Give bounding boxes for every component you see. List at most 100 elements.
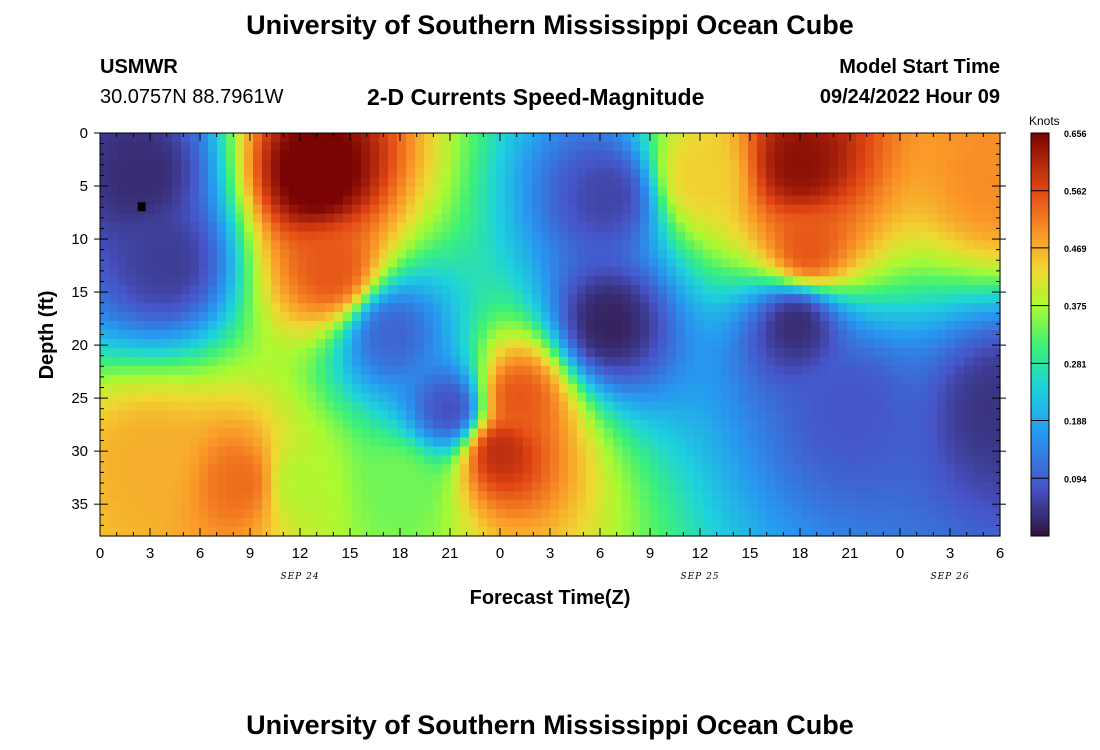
heatmap-cell: [388, 267, 398, 277]
heatmap-cell: [433, 374, 443, 385]
heatmap-cell: [766, 177, 776, 188]
heatmap-cell: [253, 222, 263, 233]
heatmap-cell: [955, 168, 965, 179]
heatmap-cell: [316, 231, 326, 242]
heatmap-cell: [937, 383, 947, 394]
heatmap-cell: [433, 365, 443, 376]
heatmap-cell: [613, 321, 623, 331]
heatmap-cell: [253, 365, 263, 376]
heatmap-cell: [100, 213, 110, 224]
heatmap-cell: [676, 356, 686, 367]
heatmap-cell: [370, 321, 380, 331]
heatmap-cell: [208, 303, 218, 313]
heatmap-cell: [901, 365, 911, 376]
heatmap-cell: [865, 159, 875, 170]
heatmap-cell: [793, 312, 803, 322]
heatmap-cell: [469, 168, 479, 179]
heatmap-cell: [883, 383, 893, 394]
heatmap-cell: [649, 383, 659, 394]
heatmap-cell: [910, 437, 920, 448]
heatmap-cell: [667, 518, 677, 528]
heatmap-cell: [829, 141, 839, 152]
heatmap-cell: [334, 222, 344, 233]
heatmap-cell: [604, 195, 614, 206]
heatmap-cell: [802, 365, 812, 376]
heatmap-cell: [649, 527, 659, 537]
x-tick-label: 9: [246, 545, 254, 562]
heatmap-cell: [964, 249, 974, 259]
heatmap-cell: [505, 249, 515, 259]
heatmap-cell: [955, 303, 965, 313]
heatmap-cell: [316, 330, 326, 340]
heatmap-cell: [127, 330, 137, 340]
heatmap-cell: [784, 133, 794, 143]
heatmap-cell: [118, 150, 128, 161]
heatmap-cell: [991, 213, 1001, 224]
heatmap-cell: [856, 177, 866, 188]
heatmap-cell: [424, 321, 434, 331]
heatmap-cell: [226, 222, 236, 233]
heatmap-cell: [343, 464, 353, 474]
heatmap-cell: [379, 437, 389, 448]
heatmap-cell: [460, 321, 470, 331]
heatmap-cell: [325, 356, 335, 367]
heatmap-cell: [370, 258, 380, 268]
heatmap-cell: [577, 365, 587, 376]
heatmap-cell: [586, 312, 596, 322]
heatmap-cell: [919, 392, 929, 403]
heatmap-cell: [253, 186, 263, 197]
heatmap-cell: [613, 312, 623, 322]
heatmap-cell: [856, 168, 866, 179]
heatmap-cell: [793, 249, 803, 259]
heatmap-cell: [487, 437, 497, 448]
heatmap-cell: [667, 240, 677, 251]
heatmap-cell: [910, 258, 920, 268]
heatmap-cell: [586, 186, 596, 197]
heatmap-cell: [874, 473, 884, 483]
heatmap-cell: [478, 392, 488, 403]
heatmap-cell: [613, 509, 623, 519]
heatmap-cell: [226, 195, 236, 206]
heatmap-cell: [514, 141, 524, 152]
heatmap-cell: [289, 518, 299, 528]
heatmap-cell: [271, 455, 281, 465]
heatmap-cell: [937, 365, 947, 376]
heatmap-cell: [127, 276, 137, 286]
heatmap-cell: [973, 133, 983, 143]
heatmap-cell: [541, 294, 551, 304]
heatmap-cell: [901, 518, 911, 528]
heatmap-cell: [505, 231, 515, 242]
heatmap-cell: [406, 509, 416, 519]
heatmap-cell: [748, 437, 758, 448]
heatmap-cell: [397, 213, 407, 224]
heatmap-cell: [352, 231, 362, 242]
heatmap-cell: [316, 267, 326, 277]
heatmap-cell: [622, 482, 632, 492]
heatmap-cell: [145, 303, 155, 313]
heatmap-cell: [361, 249, 371, 259]
heatmap-cell: [586, 518, 596, 528]
heatmap-cell: [496, 473, 506, 483]
heatmap-cell: [667, 168, 677, 179]
heatmap-cell: [253, 410, 263, 421]
heatmap-cell: [793, 410, 803, 421]
heatmap-cell: [703, 249, 713, 259]
heatmap-cell: [109, 491, 119, 501]
heatmap-cell: [163, 303, 173, 313]
heatmap-cell: [208, 491, 218, 501]
heatmap-cell: [568, 141, 578, 152]
heatmap-cell: [748, 374, 758, 385]
heatmap-cell: [838, 437, 848, 448]
heatmap-cell: [316, 150, 326, 161]
heatmap-cell: [541, 249, 551, 259]
heatmap-cell: [361, 374, 371, 385]
heatmap-cell: [982, 177, 992, 188]
heatmap-cell: [811, 258, 821, 268]
heatmap-cell: [163, 464, 173, 474]
heatmap-cell: [523, 330, 533, 340]
heatmap-cell: [172, 392, 182, 403]
heatmap-cell: [856, 294, 866, 304]
heatmap-cell: [505, 330, 515, 340]
heatmap-cell: [343, 473, 353, 483]
heatmap-cell: [730, 392, 740, 403]
